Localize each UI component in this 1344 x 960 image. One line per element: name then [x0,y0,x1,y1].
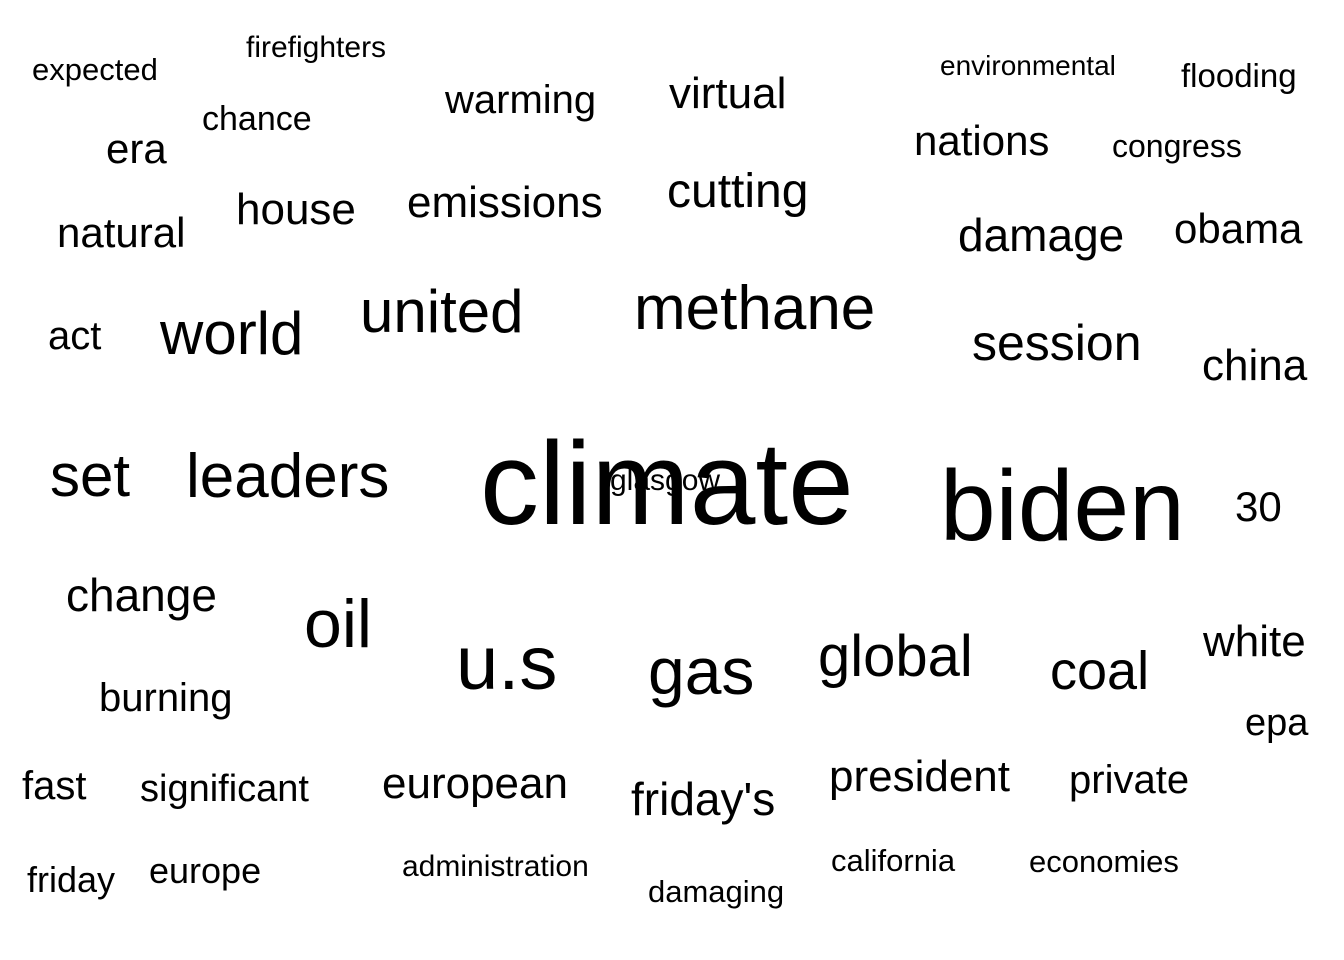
word-coal: coal [1050,641,1150,701]
word-china: china [1202,341,1308,390]
word-gas: gas [648,634,755,708]
word-world: world [160,300,304,367]
word-friday: friday [27,859,116,900]
word-act: act [48,314,102,358]
word-expected: expected [32,52,158,87]
word-obama: obama [1174,205,1303,252]
word-fridays: friday's [631,773,776,825]
word-fast: fast [22,764,87,808]
word-economies: economies [1029,844,1179,879]
word-virtual: virtual [669,69,787,118]
word-house: house [236,185,356,234]
word-firefighters: firefighters [246,31,387,64]
word-private: private [1069,758,1190,802]
word-environmental: environmental [940,50,1116,81]
word-era: era [106,125,167,172]
word-damaging: damaging [648,874,785,909]
word-united: united [360,278,524,345]
word-glasgow: glasgow [610,464,721,497]
word-california: california [831,843,956,878]
word-us: u.s [456,621,558,706]
word-congress: congress [1112,128,1242,164]
word-emissions: emissions [407,178,603,227]
word-epa: epa [1245,702,1309,744]
word-climate: climate [480,418,854,550]
word-leaders: leaders [186,442,390,511]
word-administration: administration [402,850,589,883]
word-chance: chance [202,100,312,138]
word-europe: europe [149,850,262,891]
word-natural: natural [57,209,186,256]
word-global: global [818,624,973,689]
word-european: european [382,759,568,808]
word-set: set [50,442,131,509]
word-warming: warming [445,78,597,122]
word-burning: burning [99,676,233,720]
word-damage: damage [958,209,1125,261]
word-president: president [829,752,1011,801]
word-nations: nations [914,117,1050,164]
word-oil: oil [304,586,373,662]
word-white: white [1203,617,1306,666]
word-session: session [972,315,1142,371]
word-cutting: cutting [667,165,809,218]
word-biden: biden [940,450,1185,562]
word-30: 30 [1235,483,1282,530]
word-methane: methane [634,274,876,343]
word-flooding: flooding [1181,57,1297,94]
word-significant: significant [140,768,309,810]
word-change: change [66,569,217,621]
